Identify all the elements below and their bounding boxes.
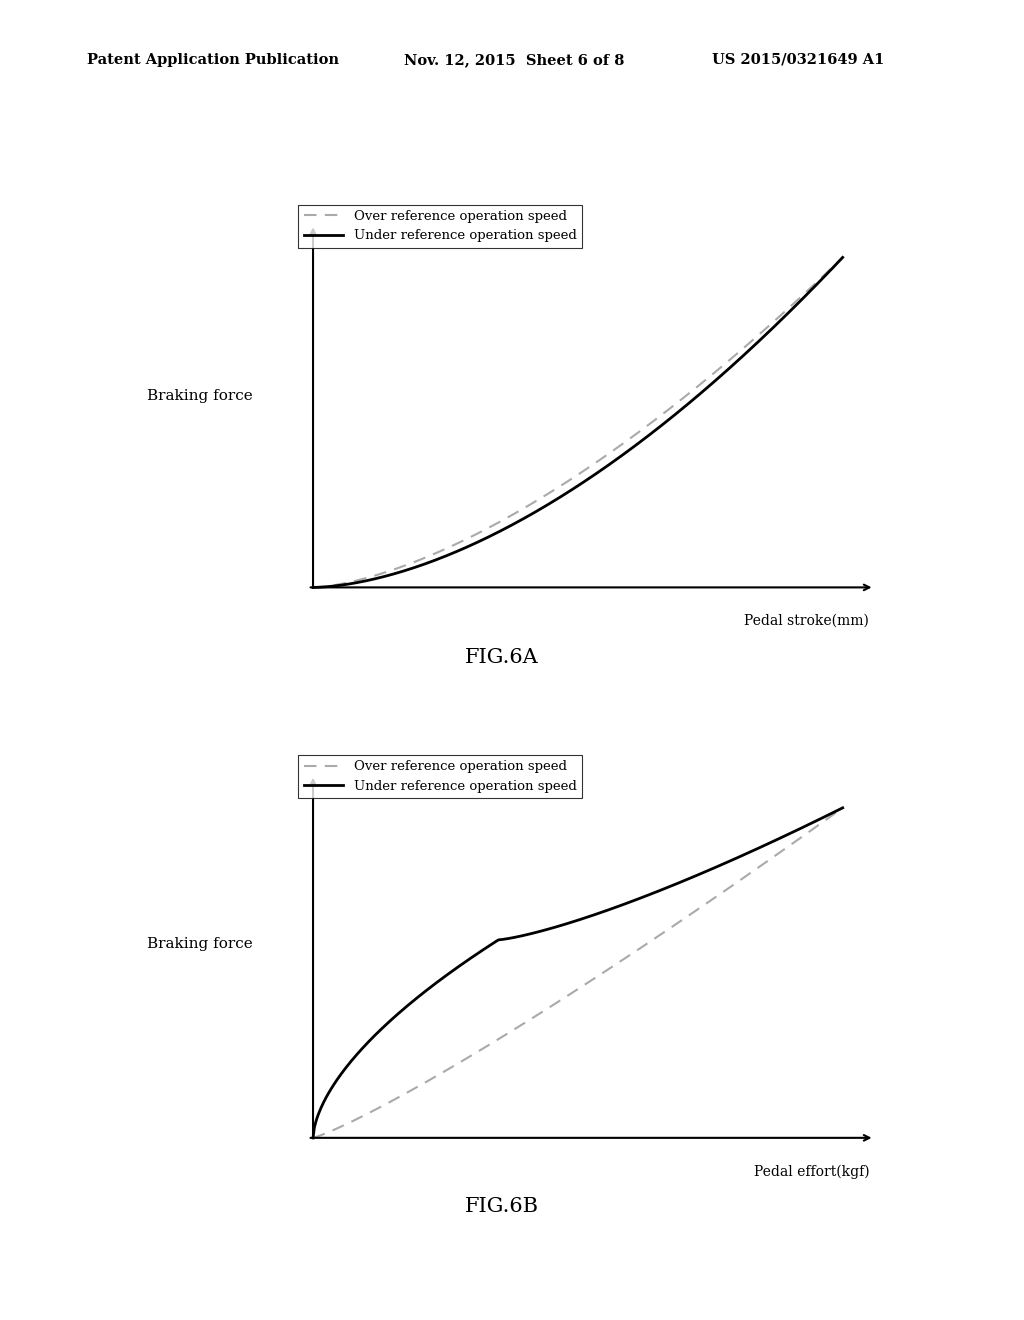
Text: Braking force: Braking force [146,389,253,403]
Text: FIG.6B: FIG.6B [465,1197,539,1216]
Text: Nov. 12, 2015  Sheet 6 of 8: Nov. 12, 2015 Sheet 6 of 8 [404,53,625,67]
Text: FIG.6A: FIG.6A [465,648,539,667]
Text: Braking force: Braking force [146,937,253,950]
Legend: Over reference operation speed, Under reference operation speed: Over reference operation speed, Under re… [298,755,582,799]
Legend: Over reference operation speed, Under reference operation speed: Over reference operation speed, Under re… [298,205,582,248]
Text: US 2015/0321649 A1: US 2015/0321649 A1 [712,53,884,67]
Text: Patent Application Publication: Patent Application Publication [87,53,339,67]
Text: Pedal effort(kgf): Pedal effort(kgf) [754,1164,869,1179]
Text: Pedal stroke(mm): Pedal stroke(mm) [744,614,869,628]
